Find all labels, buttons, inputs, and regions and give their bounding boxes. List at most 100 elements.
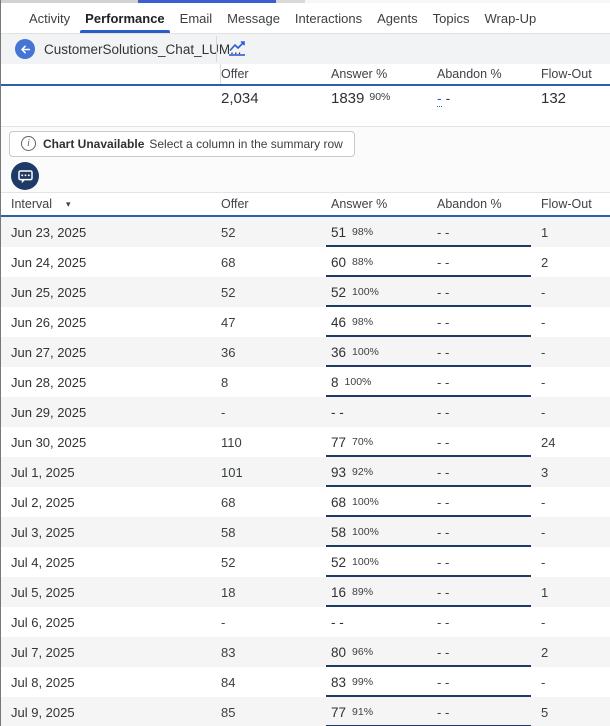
arrow-left-icon bbox=[19, 43, 32, 56]
answer-value: 60 bbox=[331, 254, 347, 270]
interval-cell: Jun 23, 2025 bbox=[11, 224, 87, 240]
tab-message[interactable]: Message bbox=[227, 3, 280, 33]
answer-underline-bar bbox=[326, 245, 531, 247]
answer-value: 16 bbox=[331, 584, 347, 600]
table-row: Jun 23, 2025 52 51 98% - - 1 bbox=[1, 217, 610, 247]
table-row: Jul 7, 2025 83 80 96% - - 2 bbox=[1, 637, 610, 667]
summary-answer-pct: 90% bbox=[369, 91, 391, 103]
answer-pct: 100% bbox=[344, 375, 372, 388]
top-edge-tab-highlight bbox=[138, 0, 276, 3]
summary-flow-out-value: 132 bbox=[541, 90, 610, 108]
tab-agents[interactable]: Agents bbox=[377, 3, 417, 33]
interval-cell: Jun 30, 2025 bbox=[11, 434, 87, 450]
tab-activity[interactable]: Activity bbox=[29, 3, 70, 33]
table-row: Jun 29, 2025 - - - - - - bbox=[1, 397, 610, 427]
summary-column-answer[interactable]: Answer % bbox=[331, 67, 388, 81]
tab-email[interactable]: Email bbox=[180, 3, 213, 33]
table-row: Jul 3, 2025 58 58 100% - - - bbox=[1, 517, 610, 547]
summary-abandon-dash-link[interactable]: - bbox=[437, 90, 442, 107]
answer-cell: 93 92% bbox=[331, 465, 437, 480]
offer-cell: 68 bbox=[221, 254, 236, 270]
tab-performance[interactable]: Performance bbox=[80, 3, 170, 33]
tab-topics[interactable]: Topics bbox=[433, 3, 470, 33]
answer-value: 93 bbox=[331, 464, 347, 480]
table-row: Jun 28, 2025 8 8 100% - - - bbox=[1, 367, 610, 397]
answer-value: 8 bbox=[331, 374, 339, 390]
summary-answer-number: 1839 bbox=[331, 90, 365, 107]
answer-cell: 83 99% bbox=[331, 675, 437, 690]
answer-underline-bar bbox=[326, 335, 531, 337]
answer-underline-bar bbox=[326, 485, 531, 487]
flow-out-cell: - bbox=[541, 374, 546, 390]
offer-cell: 47 bbox=[221, 314, 236, 330]
answer-underline-bar bbox=[326, 305, 531, 307]
summary-column-offer[interactable]: Offer bbox=[221, 67, 249, 81]
table-row: Jul 1, 2025 101 93 92% - - 3 bbox=[1, 457, 610, 487]
back-button[interactable] bbox=[15, 39, 35, 59]
abandon-cell: - - bbox=[437, 254, 450, 270]
flow-out-cell: 2 bbox=[541, 644, 549, 660]
answer-pct: 98% bbox=[352, 315, 374, 328]
summary-column-flow-out[interactable]: Flow-Out bbox=[541, 67, 592, 81]
line-chart-icon bbox=[225, 37, 249, 61]
abandon-column-header[interactable]: Abandon % bbox=[437, 197, 502, 211]
queue-title: CustomerSolutions_Chat_LUM... bbox=[44, 41, 242, 57]
abandon-cell: - - bbox=[437, 464, 450, 480]
answer-cell: 60 88% bbox=[331, 255, 437, 270]
flow-out-cell: - bbox=[541, 284, 546, 300]
summary-offer-number: 2,034 bbox=[221, 90, 259, 107]
answer-pct: 100% bbox=[352, 345, 379, 358]
answer-value: 58 bbox=[331, 524, 347, 540]
interval-column-header[interactable]: Interval ▾ bbox=[1, 197, 221, 211]
summary-header-spacer bbox=[1, 64, 221, 84]
tab-interactions[interactable]: Interactions bbox=[295, 3, 362, 33]
table-row: Jun 30, 2025 110 77 70% - - 24 bbox=[1, 427, 610, 457]
answer-cell: - - bbox=[331, 405, 437, 420]
interval-cell: Jul 1, 2025 bbox=[11, 464, 75, 480]
tab-label: Message bbox=[227, 10, 280, 26]
answer-column-header[interactable]: Answer % bbox=[331, 197, 388, 211]
interval-cell: Jul 7, 2025 bbox=[11, 644, 75, 660]
flow-out-column-header[interactable]: Flow-Out bbox=[541, 197, 592, 211]
answer-pct: 98% bbox=[352, 225, 374, 238]
toolbar-divider bbox=[216, 36, 217, 62]
summary-column-abandon[interactable]: Abandon % bbox=[437, 67, 502, 81]
table-row: Jul 5, 2025 18 16 89% - - 1 bbox=[1, 577, 610, 607]
flow-out-cell: 1 bbox=[541, 584, 549, 600]
abandon-cell: - - bbox=[437, 374, 450, 390]
offer-column-header[interactable]: Offer bbox=[221, 197, 249, 211]
queue-toolbar: CustomerSolutions_Chat_LUM... bbox=[1, 34, 610, 64]
abandon-cell: - - bbox=[437, 554, 450, 570]
table-row: Jun 26, 2025 47 46 98% - - - bbox=[1, 307, 610, 337]
tab-wrap-up[interactable]: Wrap-Up bbox=[484, 3, 536, 33]
abandon-cell: - - bbox=[437, 644, 450, 660]
tab-label: Interactions bbox=[294, 10, 363, 26]
sort-down-icon: ▾ bbox=[66, 198, 71, 209]
table-row: Jun 24, 2025 68 60 88% - - 2 bbox=[1, 247, 610, 277]
offer-cell: 52 bbox=[221, 554, 236, 570]
chat-media-button[interactable] bbox=[11, 162, 39, 190]
summary-header-row: Offer Answer % Abandon % Flow-Out bbox=[1, 64, 610, 86]
abandon-cell: - - bbox=[437, 224, 450, 240]
flow-out-cell: - bbox=[541, 494, 546, 510]
interval-cell: Jul 6, 2025 bbox=[11, 614, 75, 630]
offer-cell: 85 bbox=[221, 704, 236, 720]
tab-label: Agents bbox=[377, 10, 418, 26]
answer-value: - - bbox=[331, 614, 344, 630]
abandon-cell: - - bbox=[437, 404, 450, 420]
flow-out-cell: 1 bbox=[541, 224, 549, 240]
offer-cell: - bbox=[221, 614, 226, 630]
tab-label: Wrap-Up bbox=[484, 10, 537, 26]
answer-value: 51 bbox=[331, 224, 347, 240]
table-row: Jun 27, 2025 36 36 100% - - - bbox=[1, 337, 610, 367]
offer-cell: 18 bbox=[221, 584, 236, 600]
answer-underline-bar bbox=[326, 515, 531, 517]
offer-cell: 8 bbox=[221, 374, 229, 390]
offer-cell: 101 bbox=[221, 464, 243, 480]
line-chart-icon-button[interactable] bbox=[225, 37, 249, 61]
interval-cell: Jul 9, 2025 bbox=[11, 704, 75, 720]
interval-cell: Jul 5, 2025 bbox=[11, 584, 75, 600]
flow-out-cell: 2 bbox=[541, 254, 549, 270]
answer-cell: 16 89% bbox=[331, 585, 437, 600]
abandon-cell: - - bbox=[437, 434, 450, 450]
